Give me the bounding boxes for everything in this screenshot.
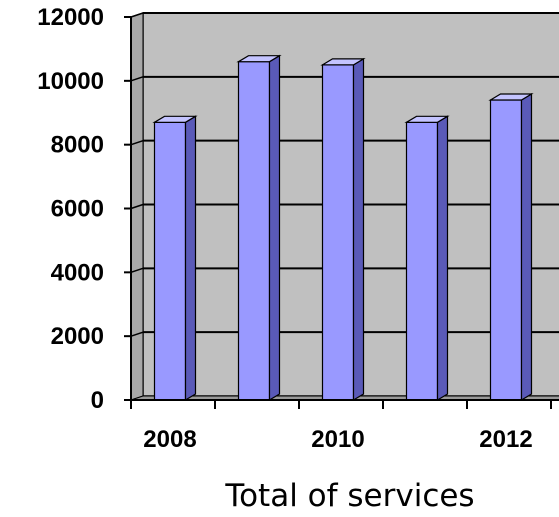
gridline-side (130, 76, 144, 82)
gridline-side (130, 12, 144, 18)
y-tick-label: 4000 (51, 259, 104, 286)
y-tick-label: 12000 (37, 4, 104, 31)
y-tick-label: 0 (91, 387, 104, 414)
bar-front (489, 99, 523, 401)
bar-side (436, 115, 449, 402)
bar (236, 54, 282, 402)
bar (404, 115, 450, 402)
x-tick-label: 2012 (479, 426, 532, 453)
bar-front (321, 64, 355, 401)
y-tick-label: 10000 (37, 68, 104, 95)
y-tick-label: 2000 (51, 323, 104, 350)
bar-top (152, 115, 198, 123)
bar-top (488, 93, 534, 101)
x-tick-label: 2010 (311, 426, 364, 453)
bar-top (320, 58, 366, 66)
tick-labels: 0 2000 4000 6000 8000 10000 12000 2008 2010 2012 (37, 4, 532, 453)
bars (152, 54, 534, 402)
bar (488, 92, 534, 402)
bar-front (405, 121, 439, 401)
x-tick-label: 2008 (143, 426, 196, 453)
gridline-side (130, 139, 144, 146)
gridline-side (130, 203, 144, 210)
bar-side (520, 92, 533, 402)
y-tick-label: 6000 (51, 196, 104, 223)
gridline-side (130, 267, 144, 274)
bar-side (352, 57, 365, 402)
bar-side (268, 54, 281, 402)
bar-front (237, 61, 271, 401)
bar-top (404, 115, 450, 123)
y-tick-label: 8000 (51, 132, 104, 159)
x-axis-title: Total of services (224, 478, 474, 514)
bar-front (153, 121, 187, 401)
gridline-side (130, 331, 144, 337)
bar (320, 57, 366, 402)
bar-top (236, 55, 282, 63)
bar (152, 115, 198, 402)
bar-side (184, 115, 197, 402)
axes (124, 16, 559, 409)
